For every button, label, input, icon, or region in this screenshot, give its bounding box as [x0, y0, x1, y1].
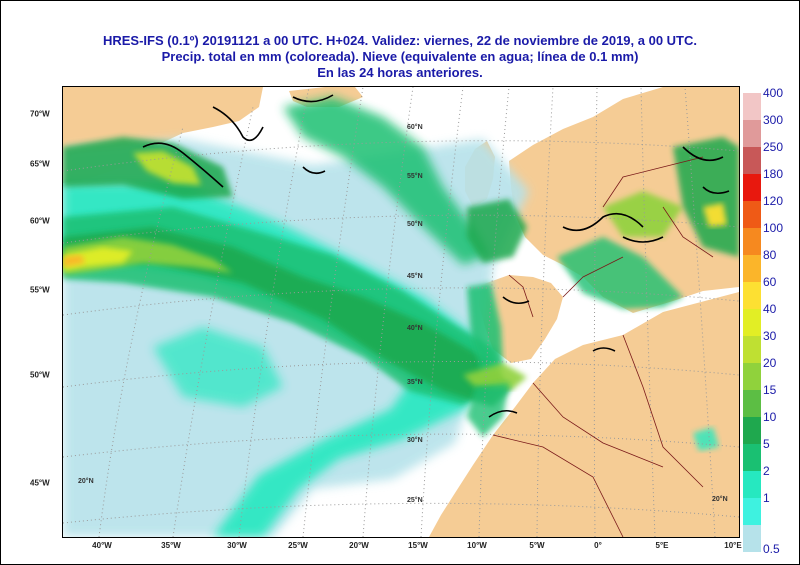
- lat-label: 60°W: [30, 216, 50, 226]
- inner-lat-label: 45°N: [407, 273, 423, 280]
- legend-swatch: [743, 147, 761, 174]
- precip-greenland-core: [133, 151, 201, 185]
- legend-label: 20: [763, 356, 777, 370]
- legend-swatch: [743, 120, 761, 147]
- legend-label: 300: [763, 113, 784, 127]
- map-title-line-3: En las 24 horas anteriores.: [317, 65, 483, 80]
- legend-label: 0.5: [763, 542, 780, 556]
- precipitation-map: [62, 86, 740, 538]
- lat-label: 65°W: [30, 159, 50, 169]
- map-canvas: [63, 87, 739, 537]
- precip-mediterranean: [557, 237, 683, 309]
- precipitation-legend: [743, 93, 761, 552]
- lon-label: 5°W: [529, 541, 545, 550]
- legend-swatch: [743, 93, 761, 120]
- inner-lat-label: 55°N: [407, 173, 423, 180]
- legend-swatch: [743, 282, 761, 309]
- inner-lat-label: 30°N: [407, 437, 423, 444]
- precip-africa-coast: [467, 383, 509, 437]
- map-title-line-1: HRES-IFS (0.1º) 20191121 a 00 UTC. H+024…: [102, 33, 697, 48]
- lon-label: 0°: [594, 541, 602, 550]
- inner-lat-label: 20°N: [712, 496, 728, 503]
- legend-label: 40: [763, 302, 777, 316]
- inner-lat-label: 20°N: [78, 478, 94, 485]
- inner-lat-label: 40°N: [407, 325, 423, 332]
- inner-lat-label: 25°N: [407, 497, 423, 504]
- legend-label: 100: [763, 221, 784, 235]
- legend-label: 120: [763, 194, 784, 208]
- legend-label: 80: [763, 248, 777, 262]
- legend-label: 180: [763, 167, 784, 181]
- precip-subtropical-patch: [153, 327, 283, 407]
- lon-label: 5°E: [655, 541, 669, 550]
- precip-core-40mm: [63, 247, 133, 271]
- lon-label: 15°W: [408, 541, 428, 550]
- legend-swatch: [743, 471, 761, 498]
- precip-sahara-spot: [693, 427, 719, 451]
- lat-label: 55°W: [30, 285, 50, 295]
- legend-swatch: [743, 255, 761, 282]
- precip-gibraltar-core: [463, 363, 527, 389]
- legend-label: 1: [763, 491, 770, 505]
- precip-band-10mm: [63, 227, 513, 407]
- lon-label: 25°W: [288, 541, 308, 550]
- snow-contours: [142, 94, 730, 418]
- lon-label: 40°W: [92, 541, 112, 550]
- graticule: [63, 87, 739, 537]
- legend-swatch: [743, 174, 761, 201]
- legend-label: 15: [763, 383, 777, 397]
- north-africa-land: [429, 292, 739, 537]
- inner-lat-label: 50°N: [407, 221, 423, 228]
- precip-north-atlantic-arc: [283, 97, 489, 265]
- legend-swatch: [743, 363, 761, 390]
- precip-iberia-west: [467, 283, 503, 377]
- legend-swatch: [743, 228, 761, 255]
- legend-swatch: [743, 498, 761, 525]
- lon-label: 10°W: [467, 541, 487, 550]
- inner-lat-label: 35°N: [407, 379, 423, 386]
- precip-band-20mm: [63, 237, 233, 275]
- legend-label: 30: [763, 329, 777, 343]
- precipitation-field: [63, 97, 739, 537]
- precip-balkans-core: [703, 203, 727, 227]
- legend-label: 10: [763, 410, 777, 424]
- legend-label: 250: [763, 140, 784, 154]
- legend-swatch: [743, 525, 761, 552]
- map-title-line-2: Precip. total en mm (coloreada). Nieve (…: [161, 49, 639, 64]
- inner-lat-label: 60°N: [407, 124, 423, 131]
- legend-label: 400: [763, 86, 784, 100]
- legend-swatch: [743, 201, 761, 228]
- legend-swatch: [743, 309, 761, 336]
- lat-label: 45°W: [30, 478, 50, 488]
- legend-swatch: [743, 417, 761, 444]
- legend-swatch: [743, 336, 761, 363]
- precip-alps: [603, 191, 683, 237]
- legend-label: 2: [763, 464, 770, 478]
- legend-swatch: [743, 444, 761, 471]
- lat-label: 70°W: [30, 109, 50, 119]
- lat-label: 50°W: [30, 370, 50, 380]
- lon-label: 20°W: [349, 541, 369, 550]
- legend-label: 5: [763, 437, 770, 451]
- lon-label: 10°E: [724, 541, 742, 550]
- legend-label: 60: [763, 275, 777, 289]
- precip-core-60mm: [63, 255, 85, 267]
- legend-swatch: [743, 390, 761, 417]
- lon-label: 35°W: [161, 541, 181, 550]
- precip-balkans: [673, 137, 739, 257]
- lon-label: 30°W: [227, 541, 247, 550]
- country-borders: [492, 156, 714, 537]
